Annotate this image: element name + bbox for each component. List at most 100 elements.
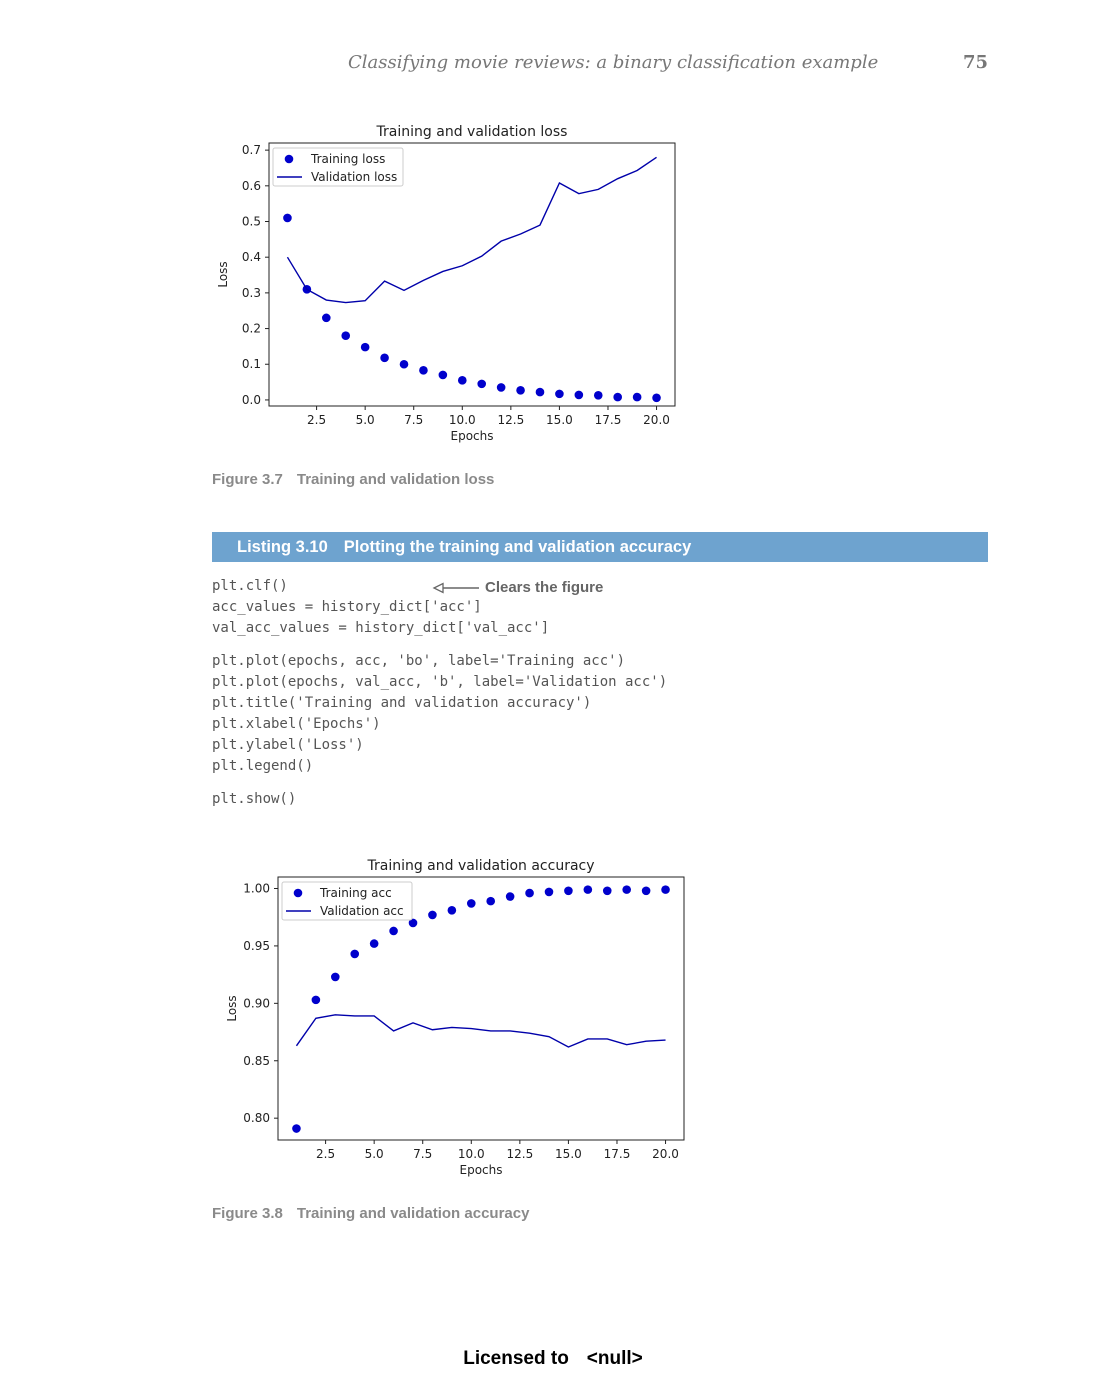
data-point xyxy=(516,385,525,395)
data-point xyxy=(555,389,564,399)
data-point xyxy=(292,1124,301,1133)
listing-header: Listing 3.10 Plotting the training and va… xyxy=(212,532,988,562)
code-block-plot: plt.plot(epochs, acc, 'bo', label='Train… xyxy=(212,653,668,774)
data-point xyxy=(622,885,631,894)
listing-title: Plotting the training and validation acc… xyxy=(343,538,692,556)
data-point xyxy=(661,885,670,894)
accuracy-chart: Training and validation accuracy 2.5 5.0 7.… xyxy=(225,858,685,1177)
page-number: 75 xyxy=(962,52,988,73)
data-point xyxy=(447,906,457,915)
data-point xyxy=(311,995,321,1005)
x-tick-label: 17.5 xyxy=(595,413,622,427)
running-head: Classifying movie reviews: a binary clas… xyxy=(212,52,988,76)
x-axis-label: Epochs xyxy=(451,429,494,443)
data-point xyxy=(477,379,487,389)
data-point xyxy=(496,383,506,392)
data-point xyxy=(283,213,292,223)
data-point xyxy=(525,888,534,898)
y-tick-label: 0.90 xyxy=(243,996,270,1010)
data-point xyxy=(399,359,409,369)
data-point xyxy=(428,910,437,920)
figure-label: Figure 3.7 xyxy=(212,471,283,488)
x-tick-label: 15.0 xyxy=(555,1147,582,1161)
x-tick-label: 10.0 xyxy=(458,1147,485,1161)
x-tick-label: 7.5 xyxy=(413,1147,432,1161)
x-tick-label: 2.5 xyxy=(307,413,326,427)
listing-label: Listing 3.10 xyxy=(237,538,328,556)
x-tick-label: 10.0 xyxy=(449,413,476,427)
license-name: <null> xyxy=(586,1348,643,1369)
data-point xyxy=(544,887,554,897)
data-point xyxy=(641,886,651,896)
data-point xyxy=(360,342,370,352)
y-tick-label: 0.7 xyxy=(242,143,261,157)
x-tick-label: 7.5 xyxy=(404,413,423,427)
data-point xyxy=(593,390,603,400)
legend-label: Training acc xyxy=(319,886,392,900)
data-point xyxy=(322,313,331,323)
y-tick-label: 0.2 xyxy=(242,322,261,336)
x-tick-label: 2.5 xyxy=(316,1147,335,1161)
annotation-text: Clears the figure xyxy=(485,579,604,596)
y-tick-label: 0.4 xyxy=(242,250,261,264)
data-point xyxy=(457,376,467,385)
y-axis-label: Loss xyxy=(216,261,230,287)
data-point xyxy=(564,886,573,896)
chart-title: Training and validation loss xyxy=(376,124,568,140)
chart-title: Training and validation accuracy xyxy=(366,858,594,874)
legend-point-swatch xyxy=(284,154,294,164)
license-footer: Licensed to <null> xyxy=(0,1348,1106,1370)
y-tick-label: 0.6 xyxy=(242,179,261,193)
y-tick-label: 0.85 xyxy=(243,1054,270,1068)
legend-label: Validation acc xyxy=(320,904,404,918)
y-tick-label: 0.0 xyxy=(242,393,261,407)
y-tick-label: 0.1 xyxy=(242,357,261,371)
series-line-1 xyxy=(286,156,657,304)
data-point xyxy=(486,896,496,906)
y-tick-label: 0.3 xyxy=(242,286,261,300)
figure-label: Figure 3.8 xyxy=(212,1205,283,1222)
figure-caption-text: Training and validation loss xyxy=(296,471,495,488)
legend-label: Validation loss xyxy=(311,170,397,184)
data-point xyxy=(583,885,593,894)
data-point xyxy=(505,892,515,901)
plot-frame xyxy=(277,876,685,1141)
running-title: Classifying movie reviews: a binary clas… xyxy=(348,52,879,73)
plot-frame xyxy=(268,142,676,407)
x-tick-label: 20.0 xyxy=(643,413,670,427)
x-tick-label: 5.0 xyxy=(365,1147,384,1161)
x-tick-label: 20.0 xyxy=(652,1147,679,1161)
x-axis-label: Epochs xyxy=(460,1163,503,1177)
x-tick-label: 15.0 xyxy=(546,413,573,427)
figure-caption-text: Training and validation accuracy xyxy=(296,1205,530,1222)
legend-point-swatch xyxy=(293,888,303,898)
y-tick-label: 1.00 xyxy=(243,881,270,895)
data-point xyxy=(331,972,340,982)
data-point xyxy=(602,886,612,896)
legend-box xyxy=(281,881,413,921)
data-point xyxy=(350,949,360,959)
data-point xyxy=(574,390,584,400)
x-tick-label: 12.5 xyxy=(497,413,524,427)
data-point xyxy=(380,353,389,363)
data-point xyxy=(408,918,418,928)
figure-3-8-caption: Figure 3.8 Training and validation accura… xyxy=(212,1205,529,1222)
x-tick-label: 12.5 xyxy=(506,1147,533,1161)
data-point xyxy=(535,387,545,397)
data-point xyxy=(438,370,448,380)
license-prefix: Licensed to xyxy=(463,1348,569,1369)
data-point xyxy=(419,366,428,375)
left-arrow-icon xyxy=(432,582,479,594)
legend-box xyxy=(272,147,404,187)
loss-chart: Training and validation loss 2.5 5.0 7.5 10.… xyxy=(216,124,676,443)
x-tick-label: 5.0 xyxy=(356,413,375,427)
x-tick-label: 17.5 xyxy=(604,1147,631,1161)
data-point xyxy=(466,899,476,908)
y-tick-label: 0.80 xyxy=(243,1111,270,1125)
y-tick-label: 0.95 xyxy=(243,939,270,953)
data-point xyxy=(613,392,622,402)
code-block-setup: plt.clf() acc_values = history_dict['acc… xyxy=(212,578,550,636)
y-tick-label: 0.5 xyxy=(242,215,261,229)
data-point xyxy=(652,393,661,403)
